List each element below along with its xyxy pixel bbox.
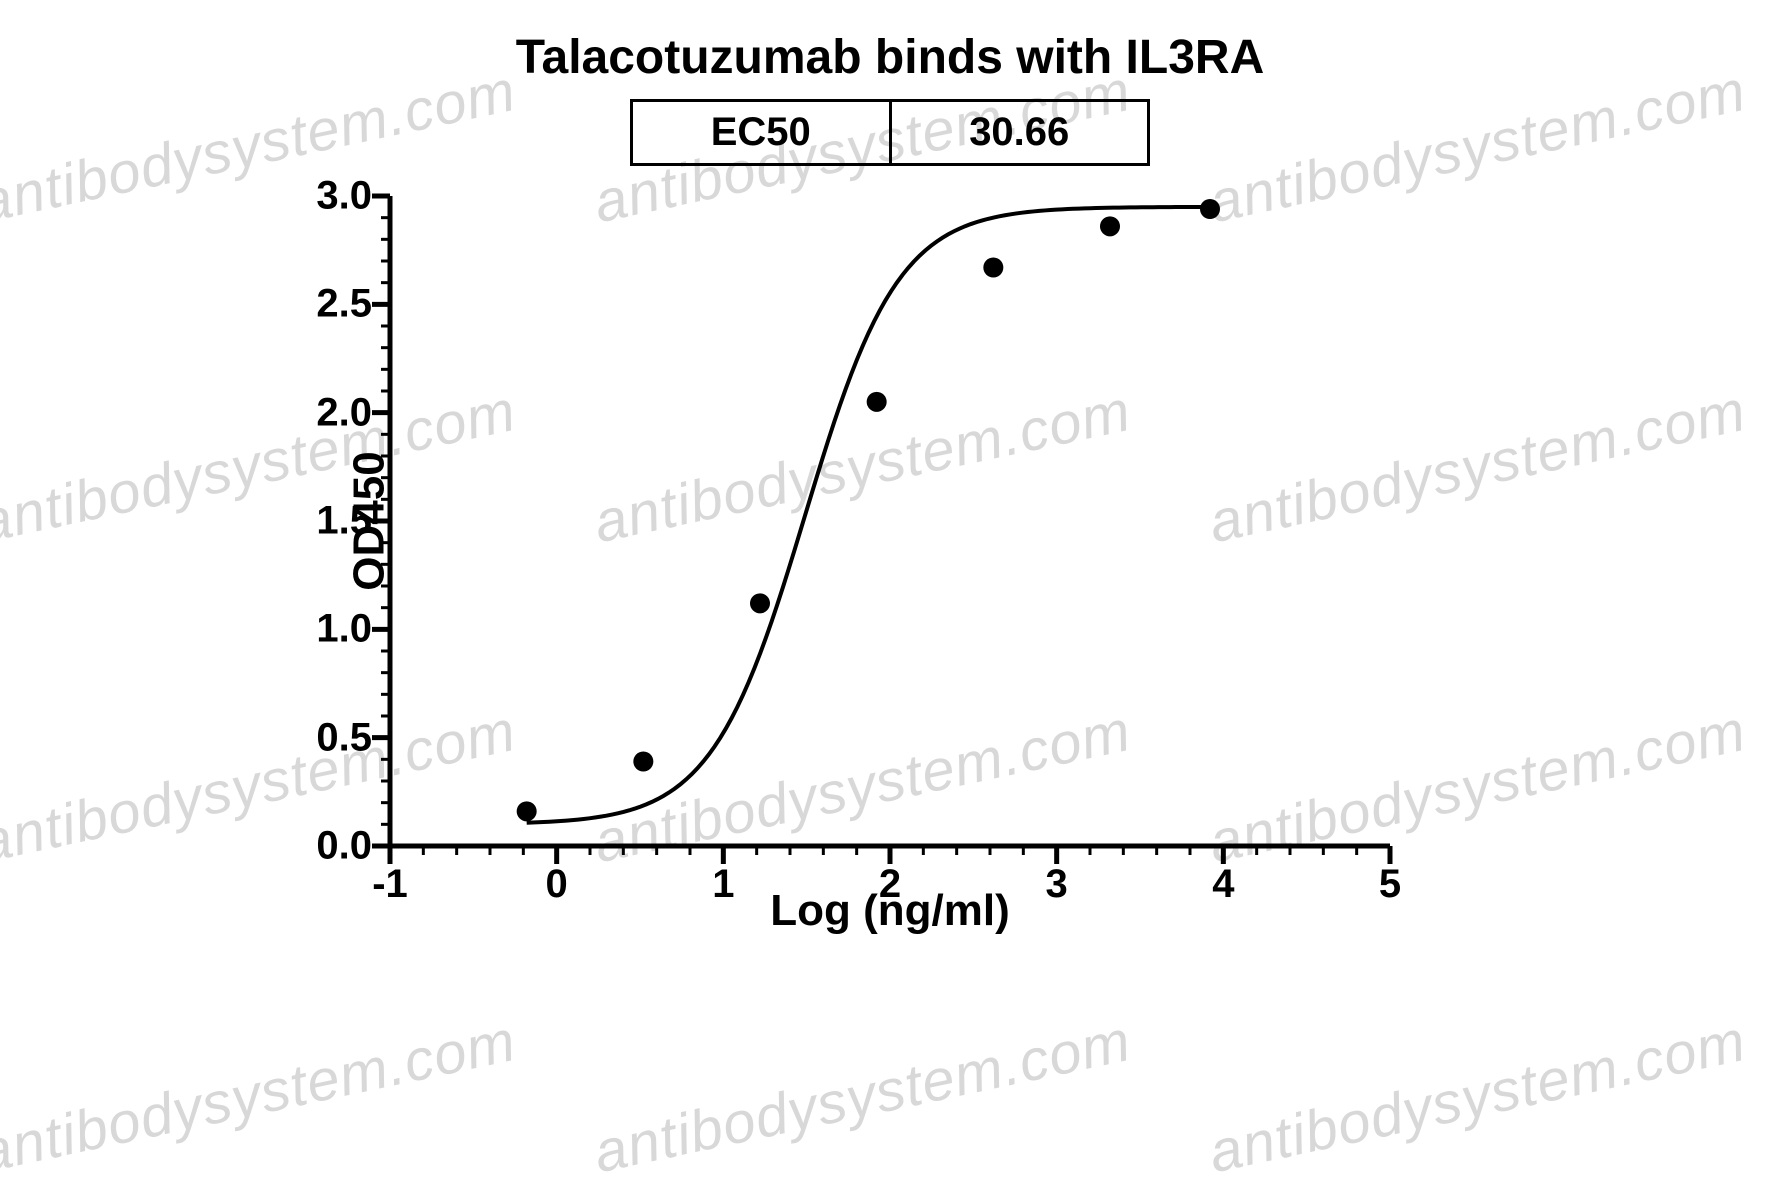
y-tick-label: 1.5 bbox=[316, 499, 372, 544]
x-tick-label: -1 bbox=[372, 862, 408, 907]
x-tick-label: 2 bbox=[879, 862, 901, 907]
x-tick-label: 1 bbox=[712, 862, 734, 907]
plot-svg bbox=[390, 196, 1390, 846]
data-point bbox=[1200, 199, 1220, 219]
y-tick-label: 0.5 bbox=[316, 715, 372, 760]
chart-title: Talacotuzumab binds with IL3RA bbox=[260, 30, 1520, 85]
data-point bbox=[867, 392, 887, 412]
data-point bbox=[633, 752, 653, 772]
data-point bbox=[750, 593, 770, 613]
ec50-box: EC50 30.66 bbox=[630, 99, 1150, 166]
y-tick-label: 0.0 bbox=[316, 824, 372, 869]
data-point bbox=[983, 258, 1003, 278]
fit-curve bbox=[527, 207, 1210, 823]
ec50-value: 30.66 bbox=[889, 102, 1148, 163]
x-tick-label: 0 bbox=[546, 862, 568, 907]
ec50-label: EC50 bbox=[633, 102, 889, 163]
x-tick-label: 3 bbox=[1046, 862, 1068, 907]
y-tick-label: 3.0 bbox=[316, 174, 372, 219]
plot-area: OD450 Log (ng/ml) -10123450.00.51.01.52.… bbox=[390, 196, 1390, 846]
data-point bbox=[1100, 216, 1120, 236]
y-tick-label: 2.5 bbox=[316, 282, 372, 327]
x-tick-label: 4 bbox=[1212, 862, 1234, 907]
y-tick-label: 2.0 bbox=[316, 390, 372, 435]
data-point bbox=[517, 801, 537, 821]
chart-container: Talacotuzumab binds with IL3RA EC50 30.6… bbox=[260, 30, 1520, 1170]
x-tick-label: 5 bbox=[1379, 862, 1401, 907]
y-tick-label: 1.0 bbox=[316, 607, 372, 652]
